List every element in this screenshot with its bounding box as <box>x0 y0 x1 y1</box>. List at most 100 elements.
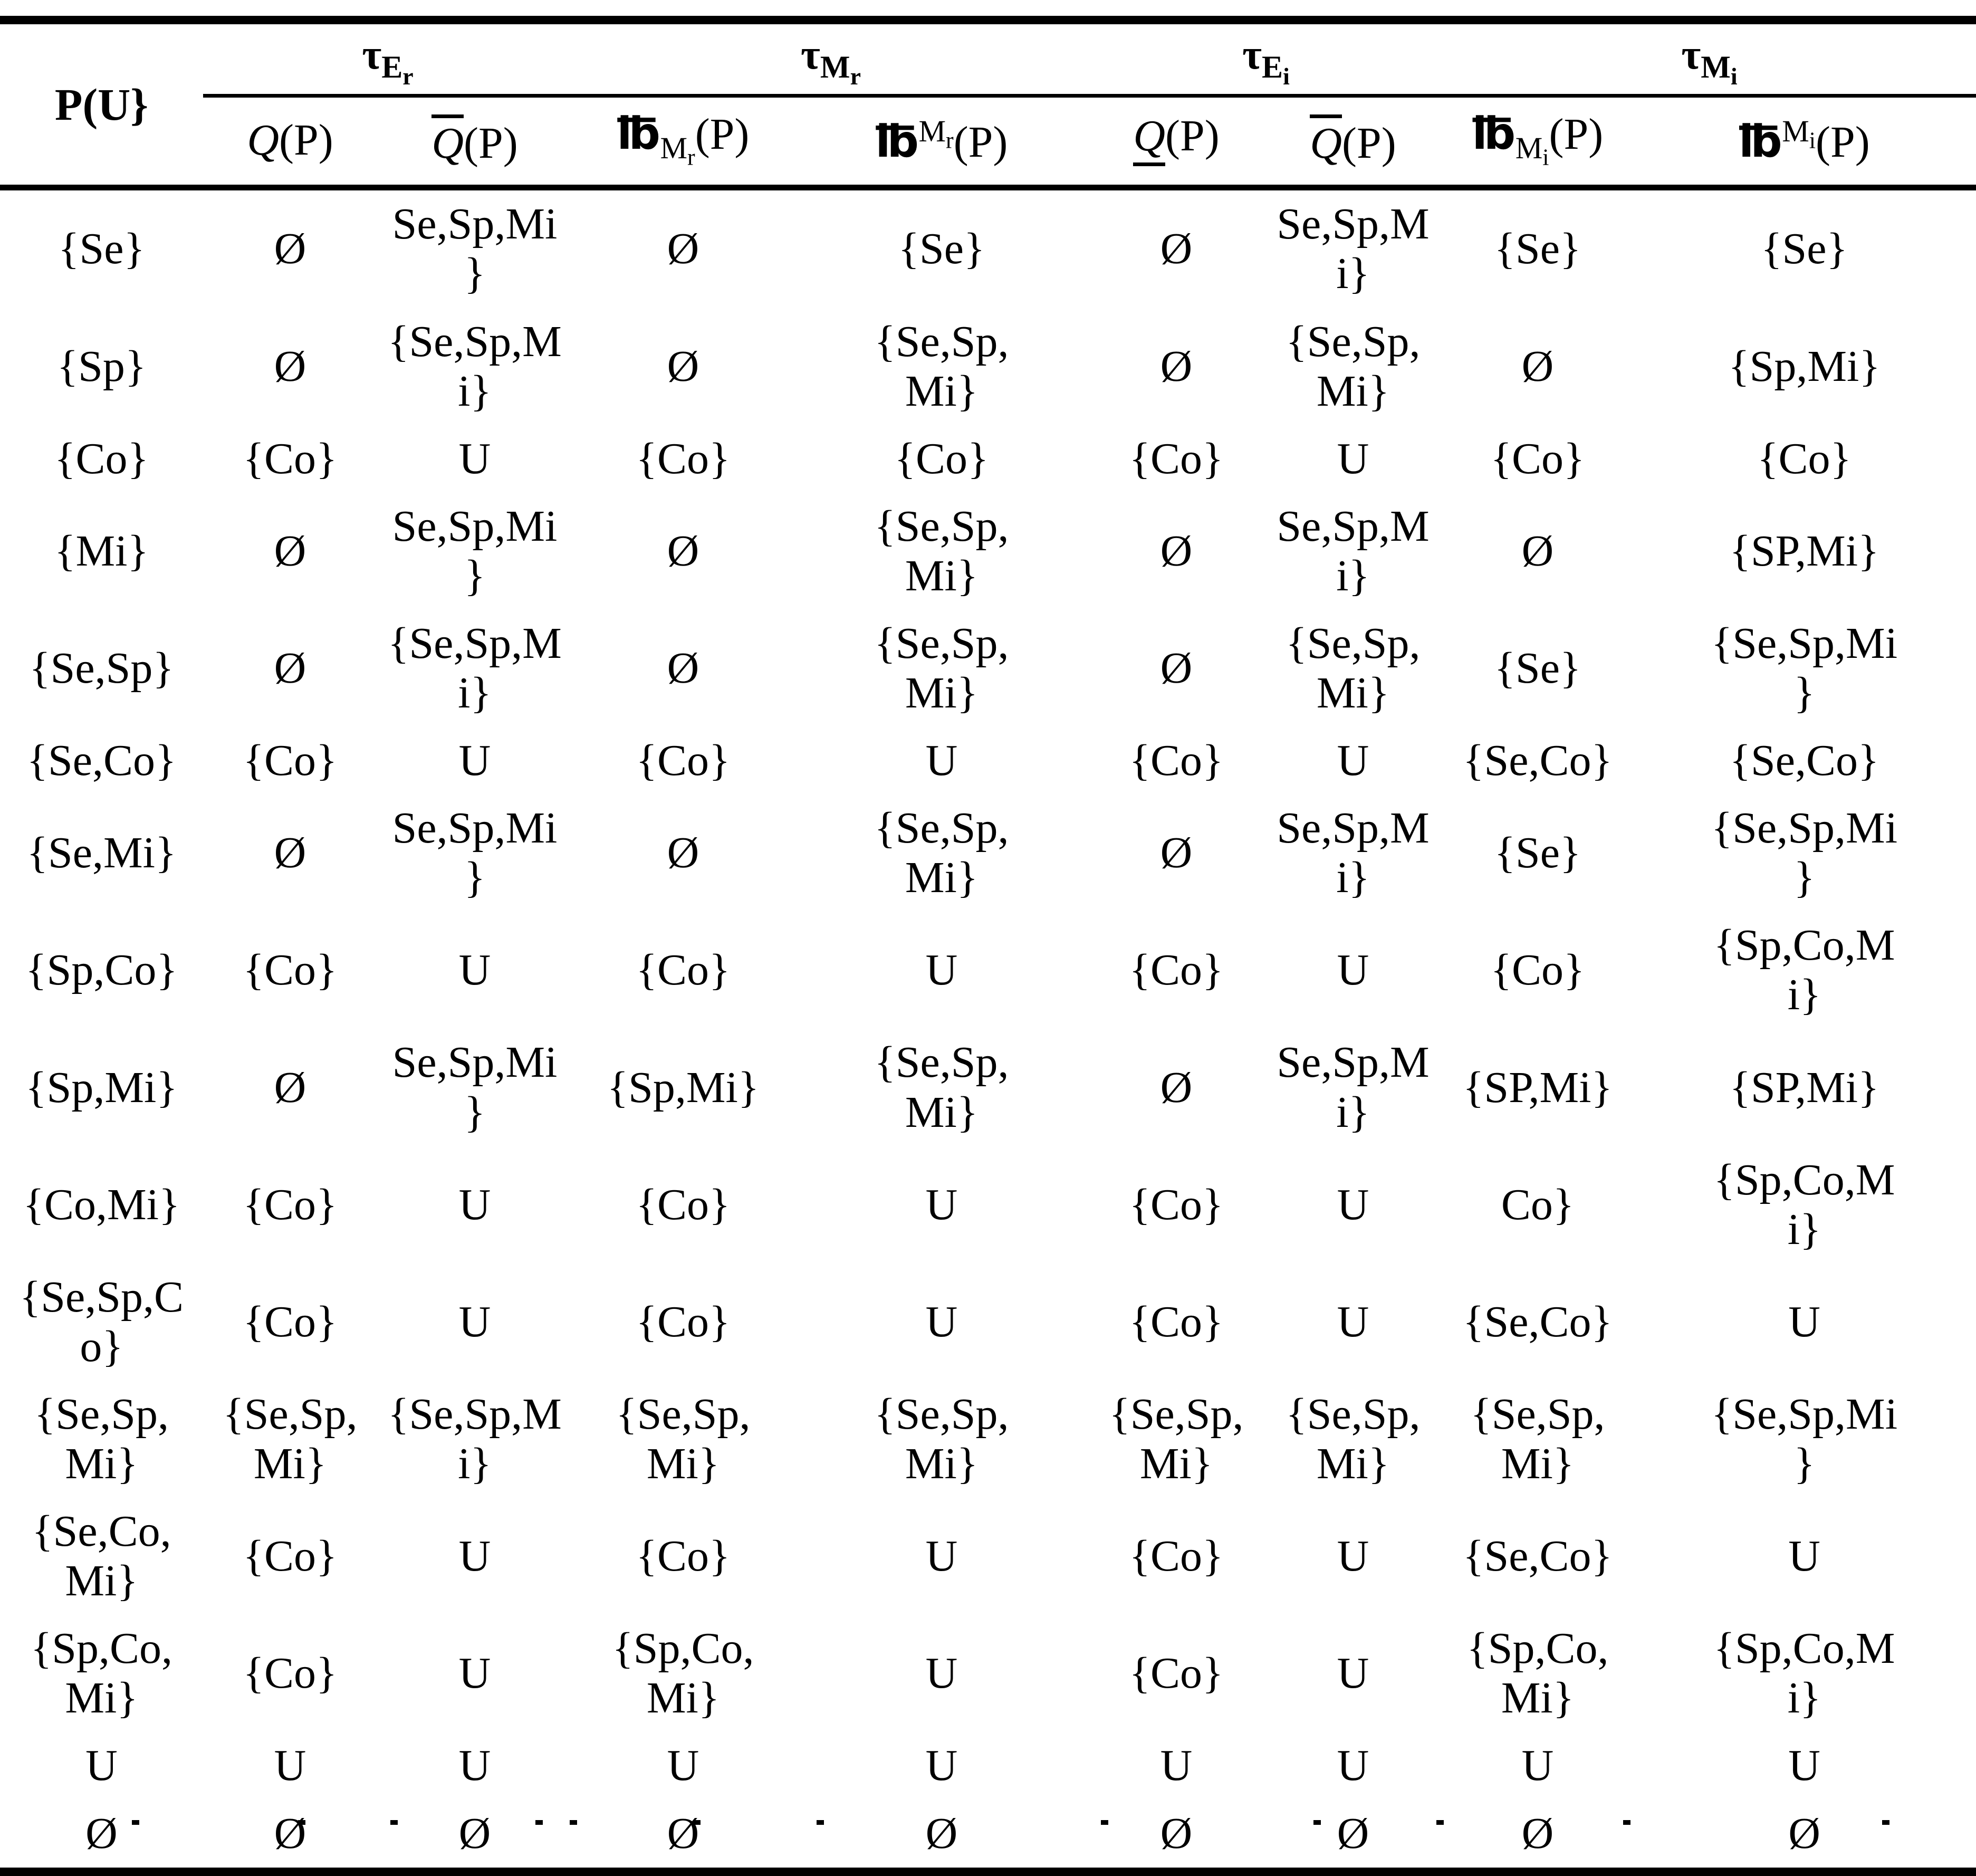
tau-subsubscript: i <box>1730 63 1738 90</box>
value-cell: {Se,Sp,M i} <box>388 317 562 416</box>
value-cell: {Se,Sp, Mi} <box>874 803 1009 903</box>
value-cell: {Se} <box>1761 224 1848 274</box>
lb-bar-symbol: ℔ <box>1739 115 1782 167</box>
m-index: r <box>946 127 954 154</box>
value-cell: Se,Sp,Mi } <box>392 1038 558 1137</box>
value-cell: Co} <box>1501 1180 1575 1229</box>
value-cell: {Sp,Co, Mi} <box>612 1624 754 1723</box>
value-cell: {Sp,Co,M i} <box>1713 1155 1895 1254</box>
row-label-cell: {Sp,Mi} <box>25 1063 178 1112</box>
tau-symbol: τ <box>1242 32 1262 78</box>
value-cell: Ø <box>572 1800 794 1876</box>
row-label-cell: {Se,Sp} <box>29 643 174 693</box>
tau-subsubscript: r <box>402 63 414 90</box>
row-label-cell: U <box>85 1741 118 1791</box>
value-cell: {Co} <box>1757 434 1852 483</box>
group-tau-mi: τMi <box>1443 20 1976 98</box>
value-cell: {Se} <box>1494 224 1581 274</box>
paren-p: (P) <box>1165 111 1220 161</box>
value-cell: {Se,Sp,M i} <box>388 618 562 718</box>
value-cell: {Se,Sp,Mi } <box>1711 618 1898 718</box>
value-cell: {Co} <box>636 736 731 786</box>
value-cell: {Se,Sp,M i} <box>388 1389 562 1489</box>
value-cell: Se,Sp,Mi } <box>392 199 558 299</box>
row-label-cell: {Co,Mi} <box>23 1180 180 1229</box>
value-cell: Ø <box>1160 341 1193 391</box>
header-q-upper-approx-i: Q(P) <box>1263 95 1443 191</box>
table-row: {Se,Co} {Co} U {Co} U {Co} U {Se,Co} {Se,Co} <box>0 727 1976 795</box>
value-cell: {SP,Mi} <box>1463 1063 1613 1112</box>
value-cell: Ø <box>274 224 306 274</box>
table-row: {Se,Sp} Ø {Se,Sp,M i} Ø {Se,Sp, Mi} Ø {Se,Sp, … <box>0 610 1976 727</box>
value-cell: {Se,Sp, Mi} <box>874 317 1009 416</box>
value-cell: {Se} <box>898 224 985 274</box>
value-cell: {Co} <box>1490 945 1585 995</box>
value-cell: {Co} <box>1129 434 1224 483</box>
value-cell: U <box>925 1649 958 1698</box>
paren-p: (P) <box>695 110 750 159</box>
value-cell: {Se,Sp, Mi} <box>1470 1389 1605 1489</box>
paren-p: (P) <box>953 117 1008 167</box>
row-label-cell: {Se} <box>58 224 145 274</box>
table-row: {Sp,Co} {Co} U {Co} U {Co} U {Co} {Sp,Co,M i} <box>0 912 1976 1029</box>
value-cell: {Co} <box>1129 1532 1224 1581</box>
value-cell: {Co} <box>243 1180 338 1229</box>
row-label-cell: {Mi} <box>54 526 149 576</box>
table-row: {Sp} Ø {Se,Sp,M i} Ø {Se,Sp, Mi} Ø {Se,Sp, Mi}… <box>0 308 1976 425</box>
paren-p: (P) <box>1816 117 1870 167</box>
lb-bar-symbol: ℔ <box>875 115 919 167</box>
value-cell: {Co} <box>636 434 731 483</box>
value-cell: {Se,Co} <box>1463 736 1613 786</box>
group-header-row: P(U} τEr τMr τEi τMi <box>0 20 1976 191</box>
row-label-cell: {Sp,Co, Mi} <box>30 1624 173 1723</box>
value-cell: {Se,Sp, Mi} <box>874 1389 1009 1489</box>
tau-symbol: τ <box>1681 32 1701 78</box>
value-cell: {Co} <box>1490 434 1585 483</box>
value-cell: {Co} <box>894 434 989 483</box>
m-subscript: M <box>660 130 688 165</box>
value-cell: {SP,Mi} <box>1729 526 1879 576</box>
value-cell: U <box>1337 1649 1369 1698</box>
value-cell: {Co} <box>243 1649 338 1698</box>
value-cell: Ø <box>274 828 306 878</box>
value-cell: {Co} <box>243 434 338 483</box>
cut-off-caption-fragment <box>0 1817 1976 1825</box>
value-cell: U <box>925 945 958 995</box>
value-cell: Ø <box>1160 526 1193 576</box>
row-label-cell: {Se,Sp, Mi} <box>34 1389 169 1489</box>
value-cell: U <box>925 736 958 786</box>
header-q-lower-ei: Q(P) <box>1089 95 1264 191</box>
value-cell: {SP,Mi} <box>1729 1063 1879 1112</box>
row-label-cell: {Se,Co, Mi} <box>32 1507 171 1606</box>
value-cell: U <box>1337 736 1369 786</box>
row-label-cell: {Co} <box>54 434 149 483</box>
table-row: {Se,Sp, Mi} {Se,Sp, Mi} {Se,Sp,M i} {Se,Sp,… <box>0 1381 1976 1498</box>
tau-subsubscript: r <box>850 63 861 90</box>
value-cell: U <box>274 1741 306 1791</box>
value-cell: Ø <box>274 341 306 391</box>
value-cell: U <box>458 1532 491 1581</box>
value-cell: U <box>1788 1741 1820 1791</box>
value-cell: U <box>1521 1741 1554 1791</box>
value-cell: {Sp,Co, Mi} <box>1466 1624 1609 1723</box>
row-label-cell: Ø <box>0 1800 203 1876</box>
value-cell: {Se,Sp,Mi } <box>1711 1389 1898 1489</box>
value-cell: Ø <box>274 1063 306 1112</box>
value-cell: {Co} <box>1129 1180 1224 1229</box>
operator-header-row: Q(P) Q(P) ℔Mr(P) ℔Mr(P) Q(P) Q(P) ℔Mi(P)… <box>0 95 1976 191</box>
value-cell: Ø <box>274 643 306 693</box>
table-row: {Se,Sp,C o} {Co} U {Co} U {Co} U {Se,Co} U <box>0 1264 1976 1381</box>
value-cell: Ø <box>377 1800 573 1876</box>
value-cell: Ø <box>1633 1800 1976 1876</box>
value-cell: Ø <box>667 643 699 693</box>
m-superscript: M <box>1782 113 1809 148</box>
m-index: i <box>1809 127 1816 154</box>
value-cell: {Co} <box>243 736 338 786</box>
value-cell: U <box>1337 945 1369 995</box>
value-cell: {Co} <box>243 945 338 995</box>
value-cell: U <box>1337 434 1369 483</box>
q-bar-symbol: Q <box>1310 119 1342 168</box>
value-cell: {Se,Co} <box>1729 736 1879 786</box>
paren-p: (P) <box>464 119 518 168</box>
